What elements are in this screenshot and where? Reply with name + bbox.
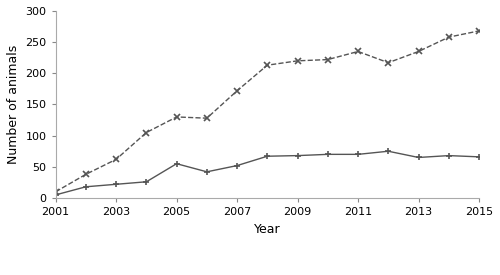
Breeding boars [294, 154, 300, 157]
Breeding sows [416, 50, 422, 53]
Breeding boars [83, 185, 89, 188]
Breeding boars [416, 156, 422, 159]
Breeding boars [234, 164, 240, 167]
Breeding boars [113, 183, 119, 186]
Breeding sows [325, 58, 331, 61]
Breeding sows [144, 131, 150, 134]
Breeding sows [264, 64, 270, 67]
Line: Breeding sows: Breeding sows [52, 28, 482, 195]
X-axis label: Year: Year [254, 222, 280, 236]
Breeding sows [476, 29, 482, 32]
Breeding boars [355, 153, 361, 156]
Breeding boars [264, 155, 270, 158]
Breeding sows [355, 50, 361, 53]
Y-axis label: Number of animals: Number of animals [7, 45, 20, 164]
Breeding boars [144, 180, 150, 183]
Breeding boars [52, 193, 59, 197]
Breeding sows [52, 190, 59, 193]
Breeding sows [234, 89, 240, 92]
Breeding sows [174, 115, 180, 119]
Breeding sows [113, 158, 119, 161]
Breeding boars [446, 154, 452, 157]
Breeding sows [294, 59, 300, 62]
Breeding boars [325, 153, 331, 156]
Breeding boars [386, 150, 392, 153]
Breeding boars [476, 155, 482, 158]
Breeding sows [83, 173, 89, 176]
Breeding boars [204, 170, 210, 174]
Breeding boars [174, 162, 180, 165]
Line: Breeding boars: Breeding boars [52, 148, 482, 198]
Breeding sows [446, 35, 452, 39]
Breeding sows [386, 61, 392, 64]
Breeding sows [204, 117, 210, 120]
